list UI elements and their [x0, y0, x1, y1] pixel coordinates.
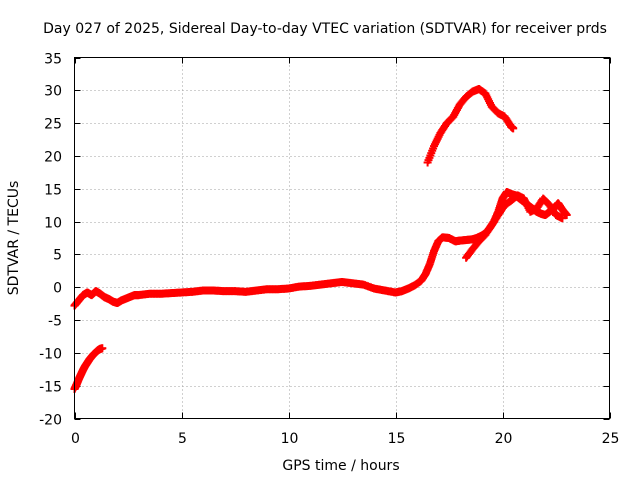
y-tick-label: -10: [39, 347, 62, 363]
x-tick-label: 20: [495, 431, 513, 447]
data-point: [98, 344, 107, 353]
data-point: [558, 214, 567, 223]
series-satellite-arc-c: [423, 85, 518, 167]
y-tick-label: -5: [48, 314, 62, 330]
x-tick-labels: 0 5 10 15 20 25: [71, 431, 619, 447]
y-tick-label: 30: [44, 84, 62, 100]
data-point: [562, 211, 571, 220]
y-tick-label: 35: [44, 52, 62, 68]
x-axis-label: GPS time / hours: [282, 458, 399, 474]
x-tick-label: 10: [281, 431, 299, 447]
chart-title: Day 027 of 2025, Sidereal Day-to-day VTE…: [43, 21, 607, 37]
y-tick-label: 0: [53, 281, 62, 297]
x-tick-label: 0: [71, 431, 80, 447]
y-tick-label: 20: [44, 150, 62, 166]
plot-frame: [74, 57, 610, 419]
series-satellite-arc-a: [70, 344, 107, 393]
y-tick-label: 15: [44, 183, 62, 199]
y-tick-label: 10: [44, 216, 62, 232]
y-tick-label: 5: [53, 248, 62, 264]
data-point: [509, 124, 518, 133]
y-tick-label: -15: [39, 380, 62, 396]
y-axis-label: SDTVAR / TECUs: [6, 181, 22, 296]
x-tick-label: 15: [388, 431, 406, 447]
y-tick-label: 25: [44, 117, 62, 133]
x-tick-label: 25: [602, 431, 620, 447]
data-series: [70, 85, 571, 393]
y-tick-labels: -20 -15 -10 -5 0 5 10 15 20 25 30 35: [39, 52, 62, 429]
series-satellite-arc-d: [462, 191, 567, 262]
axis-ticks: [74, 57, 611, 420]
x-tick-label: 5: [178, 431, 187, 447]
y-tick-label: -20: [39, 413, 62, 429]
